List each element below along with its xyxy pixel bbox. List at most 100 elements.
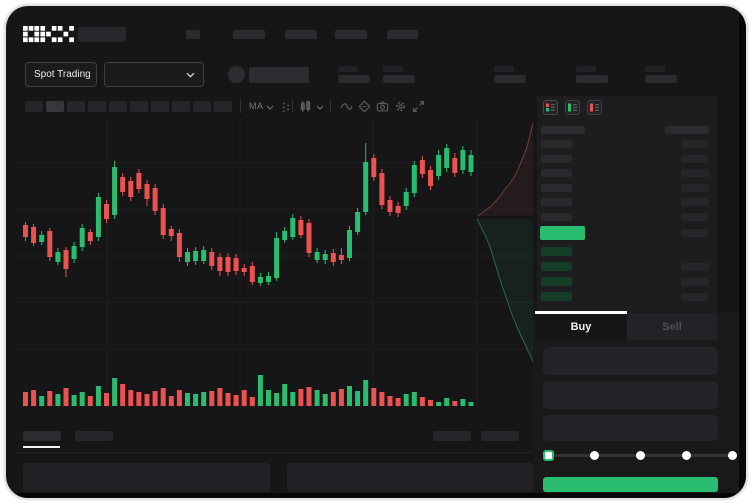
camera-icon[interactable] [376,100,389,113]
timeframe-button-placeholder[interactable] [214,101,232,112]
timeframe-button-placeholder[interactable] [67,101,85,112]
more-dots-icon[interactable] [280,101,293,114]
volume-bar [257,375,263,406]
timeframe-button-placeholder[interactable] [151,101,169,112]
volume-bar [379,392,385,406]
candle-body [306,223,312,253]
volume-bar [144,394,150,406]
candle-body [347,230,352,258]
fullscreen-icon[interactable] [412,100,425,113]
book-bids-icon[interactable] [565,100,580,115]
volume-bar [209,391,215,406]
total-input-placeholder[interactable] [543,415,718,441]
slider-stop-dot[interactable] [589,451,599,460]
candle-body [290,218,296,237]
bottom-action-placeholder[interactable] [481,431,519,441]
depth-bids-area [477,219,533,362]
candle-body [47,231,53,257]
slider-handle[interactable] [542,450,554,461]
orderbook-header-amount [665,126,709,134]
volume-bar [249,397,255,406]
ask-amount-placeholder [681,183,709,192]
volume-bar [87,396,93,406]
market-type-selector[interactable]: Spot Trading [25,62,97,87]
stat-value-placeholder [645,75,677,83]
candle-body [23,225,28,237]
candle-body [120,177,126,192]
price-input-placeholder[interactable] [543,347,718,375]
volume-bar [225,393,231,406]
candle-body [31,227,37,243]
candle-body [71,246,77,259]
ask-amount-placeholder [681,212,709,221]
candle-body [168,229,174,236]
bid-price-placeholder [541,247,572,256]
bottom-tab-placeholder-active[interactable] [23,431,61,441]
timeframe-button-placeholder[interactable] [25,101,43,112]
chevron-down-icon[interactable] [266,105,274,110]
ma-indicator-label[interactable]: MA [249,101,264,111]
tab-sell-label: Sell [662,320,682,333]
candle-body [176,233,182,257]
slider-stop-dot[interactable] [681,451,691,460]
gear-icon[interactable] [394,100,407,113]
candle-body [39,235,45,242]
timeframe-button-placeholder[interactable] [193,101,211,112]
depth-asks-area [478,123,533,216]
volume-bar [95,386,101,406]
book-asks-icon[interactable] [587,100,602,115]
volume-bar [468,402,474,406]
ask-price-placeholder [541,169,572,177]
bid-price-placeholder [541,277,572,286]
candle-body [55,252,61,262]
volume-bar [217,388,223,406]
candle-body [274,238,280,278]
pair-selector[interactable] [104,62,204,87]
tab-buy[interactable]: Buy [535,313,627,340]
bottom-tab-placeholder[interactable] [75,431,113,441]
candle-body [403,192,409,206]
stat-value-placeholder [338,75,370,83]
nav-item-placeholder[interactable] [335,30,367,39]
brush-icon[interactable] [358,100,371,113]
candle-body [144,184,150,199]
candle-body [233,258,239,271]
timeframe-button-placeholder[interactable] [130,101,148,112]
bottom-action-placeholder[interactable] [433,431,471,441]
volume-bar [387,396,393,406]
price-chart[interactable] [15,118,533,412]
chevron-down-icon[interactable] [316,105,324,110]
ask-price-placeholder [541,212,572,221]
candle-body [225,257,231,272]
nav-item-placeholder[interactable] [233,30,265,39]
submit-order-button[interactable] [543,477,718,492]
candle-body [468,155,474,172]
slider-stop-dot[interactable] [727,451,737,460]
orderbook-header-price [541,126,585,134]
timeframe-button-placeholder[interactable] [172,101,190,112]
amount-input-placeholder[interactable] [543,381,718,409]
nav-item-placeholder[interactable] [387,30,418,39]
candle-style-icon[interactable] [299,100,312,113]
candle-body [257,277,263,283]
volume-bar [347,386,352,406]
nav-item-placeholder[interactable] [186,30,200,39]
orders-panel-placeholder [23,463,270,492]
book-split-icon[interactable] [543,100,558,115]
nav-item-placeholder[interactable] [285,30,317,39]
search-placeholder[interactable] [78,27,126,42]
candle-body [444,148,450,168]
volume-bar [55,394,61,406]
bid-amount-placeholder [681,277,709,286]
volume-bar [201,392,207,406]
timeframe-button-placeholder[interactable] [109,101,127,112]
tab-sell[interactable]: Sell [627,313,717,340]
ask-price-placeholder [541,154,572,163]
window-bezel-right [739,6,746,498]
timeframe-button-placeholder[interactable] [46,101,64,112]
volume-bar [411,392,417,406]
wave-icon[interactable] [340,100,353,113]
timeframe-button-placeholder[interactable] [88,101,106,112]
candle-body [241,268,247,272]
slider-stop-dot[interactable] [635,451,645,460]
